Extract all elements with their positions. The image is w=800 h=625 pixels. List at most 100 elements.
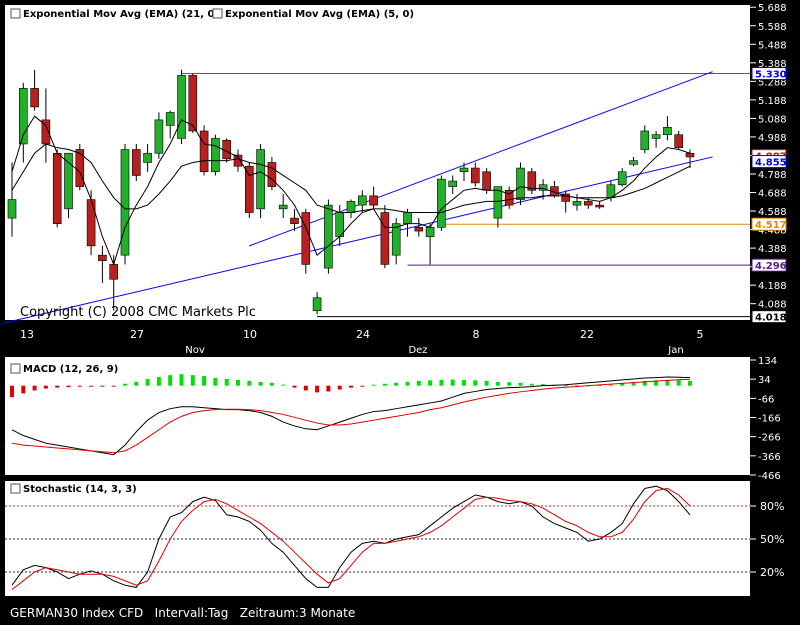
candle-body [312, 297, 322, 312]
macd-tick-label: -166 [758, 414, 781, 425]
macd-histogram-bar [620, 383, 625, 386]
macd-histogram-bar [55, 385, 60, 388]
price-label-5.330: 5.330 [755, 70, 787, 81]
candle-body [188, 75, 198, 132]
candle-body [617, 171, 627, 186]
macd-histogram-bar [315, 385, 320, 393]
macd-histogram-bar [10, 385, 14, 398]
macd-histogram-bar [575, 385, 579, 387]
stochastic-levels [5, 505, 750, 573]
ema5-line [11, 115, 691, 266]
price-label-4.517: 4.517 [755, 220, 787, 231]
macd-histogram-bar [654, 380, 659, 386]
time-tick-label: 27 [130, 328, 144, 341]
macd-histogram-bar [32, 385, 37, 391]
stochastic-checkbox[interactable] [10, 483, 21, 494]
candle-body [595, 204, 604, 208]
candle-body [437, 178, 446, 228]
macd-panel-bg [5, 357, 750, 475]
footer-interval: Intervall:Tag [154, 606, 229, 620]
stochastic-lines [11, 485, 691, 590]
macd-tick-label: -466 [758, 471, 781, 482]
candle-body [493, 186, 503, 219]
candle-body [120, 149, 130, 256]
candle-body [369, 195, 378, 206]
price-tick-label: 5.288 [758, 77, 787, 88]
stochastic-d-line [11, 487, 691, 590]
price-tick-label: 4.988 [758, 133, 787, 144]
stochastic-title: Stochastic (14, 3, 3) [23, 484, 137, 495]
macd-checkbox[interactable] [10, 363, 21, 374]
candle-body [629, 160, 638, 165]
macd-histogram-bar [21, 385, 26, 394]
candle-body [267, 162, 277, 187]
legend-checkbox-ema21[interactable] [10, 8, 21, 19]
candle-body [98, 254, 107, 262]
macd-histogram-bar [89, 385, 94, 387]
price-tick-label: 5.588 [758, 22, 787, 33]
macd-histogram-bar [156, 377, 161, 386]
candle-body [346, 201, 356, 213]
macd-histogram-bar [292, 385, 297, 388]
candle-body [448, 180, 458, 187]
footer-period: Zeitraum:3 Monate [239, 606, 356, 620]
macd-histogram-bar [66, 385, 71, 388]
stochastic-tick-label: 20% [760, 566, 784, 579]
candle-body [504, 189, 514, 206]
month-label: Jan [667, 345, 683, 356]
price-label-box [751, 258, 787, 272]
candle-body [516, 167, 525, 200]
candle-body [177, 75, 186, 139]
time-tick-label: 13 [20, 328, 34, 341]
macd-histogram-bar [236, 379, 240, 386]
price-legend: Exponential Mov Avg (EMA) (21, 0) Expone… [10, 8, 414, 20]
time-tick-label: 8 [473, 328, 480, 341]
candle-body [470, 167, 480, 184]
price-label-box [751, 217, 787, 231]
price-tick-label: 5.388 [758, 59, 787, 70]
candle-body [685, 152, 695, 158]
price-tick-label: 4.788 [758, 170, 787, 181]
macd-title: MACD (12, 26, 9) [23, 364, 118, 375]
price-label-box [751, 67, 787, 81]
macd-histogram [10, 374, 692, 398]
candle-body [245, 165, 254, 213]
legend-checkbox-ema5[interactable] [212, 8, 223, 19]
legend-ema21: Exponential Mov Avg (EMA) (21, 0) [23, 9, 219, 20]
macd-histogram-bar [676, 380, 681, 386]
macd-histogram-bar [360, 385, 365, 387]
price-tick-label: 4.388 [758, 244, 787, 255]
macd-histogram-bar [495, 381, 500, 386]
macd-histogram-bar [224, 378, 229, 386]
macd-legend: MACD (12, 26, 9) [10, 363, 118, 375]
price-label-4.855: 4.855 [755, 158, 787, 169]
macd-histogram-bar [337, 385, 342, 390]
time-tick-label: 22 [580, 328, 594, 341]
candle-body [199, 130, 209, 173]
macd-histogram-bar [484, 380, 489, 386]
legend-ema5: Exponential Mov Avg (EMA) (5, 0) [225, 9, 414, 20]
macd-histogram-bar [428, 380, 433, 386]
candle-body [403, 212, 412, 224]
price-reference-lines [0, 71, 750, 325]
macd-histogram-bar [631, 381, 636, 386]
macd-tick-label: 34 [758, 375, 771, 386]
price-candles [7, 69, 695, 315]
macd-tick-label: -66 [758, 394, 774, 405]
chart-canvas: 5.688 5.588 5.488 5.388 5.288 5.188 5.088 4.988… [0, 3, 787, 596]
time-axis: 13 27 10 24 8 22 5 Nov Dez Jan [20, 328, 704, 356]
candle-body [52, 152, 62, 224]
macd-histogram-bar [258, 381, 263, 386]
price-label-4.296: 4.296 [755, 261, 787, 272]
candle-body [380, 212, 390, 265]
candle-body [64, 152, 73, 210]
candle-body [233, 154, 243, 167]
candle-body [165, 112, 175, 126]
stochastic-k-line [11, 485, 691, 588]
candle-body [674, 134, 684, 148]
macd-histogram-bar [529, 383, 534, 386]
price-label-4.018: 4.018 [755, 313, 787, 324]
macd-axis: 134 34 -66 -166 -266 -366 -466 [750, 356, 781, 482]
candle-body [256, 149, 265, 210]
